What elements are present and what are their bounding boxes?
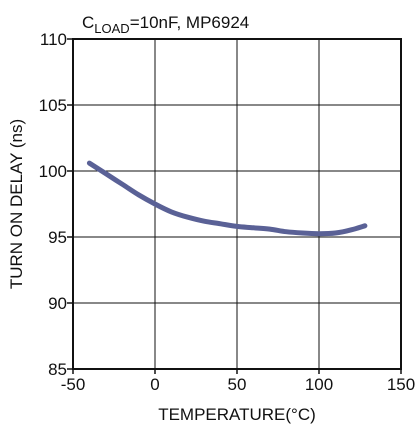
x-tick-label: -50 [61,375,86,394]
y-tick-label: 95 [48,228,67,247]
y-axis-label: TURN ON DELAY (ns) [7,119,26,289]
series-group [86,160,368,237]
chart-title: CLOAD=10nF, MP6924 [82,13,249,36]
series-line [86,160,368,237]
y-tick-label: 110 [40,30,67,49]
title-prefix: C [82,13,94,32]
y-tick-labels: 85 90 95 100 105 110 [39,30,73,379]
grid [73,39,401,369]
y-tick-label: 90 [48,294,67,313]
y-tick-label: 85 [48,360,67,379]
x-tick-label: 50 [228,375,247,394]
title-rest: =10nF, MP6924 [130,13,250,32]
x-tick-labels: -50 0 50 100 150 [61,369,415,394]
y-tick-label: 105 [39,96,67,115]
x-tick-label: 150 [387,375,415,394]
x-axis-label: TEMPERATURE(°C) [158,405,316,424]
y-tick-label: 100 [39,162,67,181]
title-subscript: LOAD [94,21,129,36]
x-tick-label: 100 [305,375,333,394]
x-tick-label: 0 [150,375,159,394]
